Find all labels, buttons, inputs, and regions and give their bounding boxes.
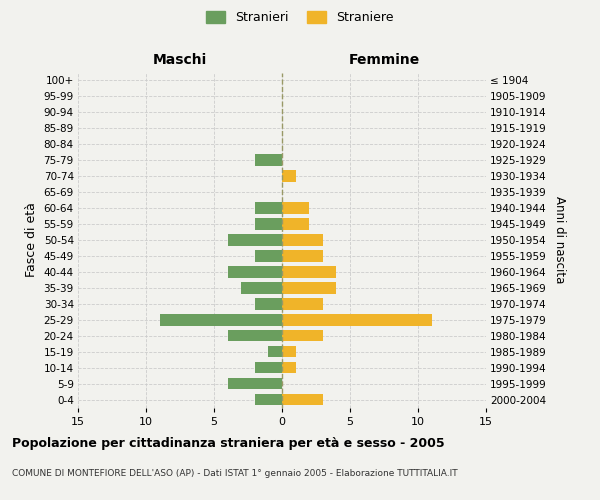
Text: Maschi: Maschi — [153, 54, 207, 68]
Bar — [282, 346, 296, 358]
Bar — [255, 218, 282, 230]
Bar — [255, 202, 282, 214]
Bar — [282, 282, 337, 294]
Bar — [255, 362, 282, 374]
Bar — [282, 362, 296, 374]
Bar — [255, 298, 282, 310]
Bar — [255, 154, 282, 166]
Legend: Stranieri, Straniere: Stranieri, Straniere — [202, 6, 398, 29]
Bar — [282, 170, 296, 182]
Bar — [255, 394, 282, 406]
Bar — [160, 314, 282, 326]
Bar — [227, 266, 282, 278]
Bar — [282, 266, 337, 278]
Bar — [241, 282, 282, 294]
Y-axis label: Fasce di età: Fasce di età — [25, 202, 38, 278]
Bar — [282, 234, 323, 246]
Text: Femmine: Femmine — [349, 54, 419, 68]
Bar — [227, 330, 282, 342]
Bar — [282, 314, 431, 326]
Bar — [282, 202, 309, 214]
Y-axis label: Anni di nascita: Anni di nascita — [553, 196, 566, 284]
Bar — [282, 330, 323, 342]
Text: COMUNE DI MONTEFIORE DELL'ASO (AP) - Dati ISTAT 1° gennaio 2005 - Elaborazione T: COMUNE DI MONTEFIORE DELL'ASO (AP) - Dat… — [12, 469, 458, 478]
Bar — [268, 346, 282, 358]
Bar — [282, 250, 323, 262]
Bar — [227, 378, 282, 390]
Bar — [282, 298, 323, 310]
Text: Popolazione per cittadinanza straniera per età e sesso - 2005: Popolazione per cittadinanza straniera p… — [12, 438, 445, 450]
Bar — [227, 234, 282, 246]
Bar — [255, 250, 282, 262]
Bar — [282, 218, 309, 230]
Bar — [282, 394, 323, 406]
